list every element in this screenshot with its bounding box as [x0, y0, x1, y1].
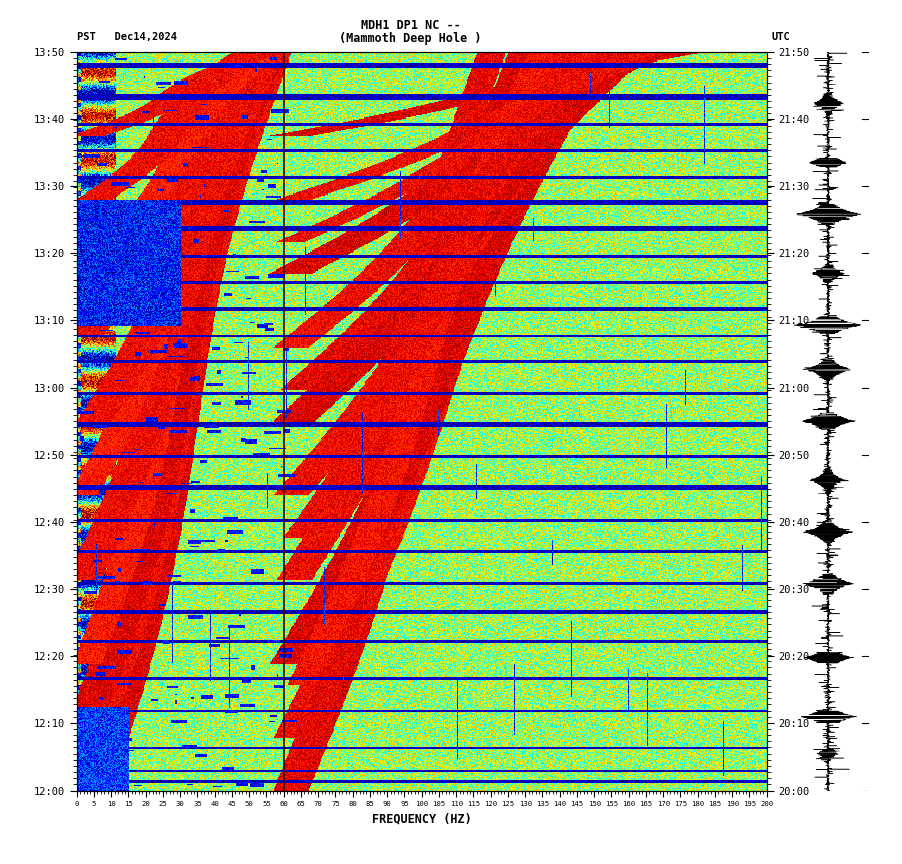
Text: (Mammoth Deep Hole ): (Mammoth Deep Hole )	[339, 32, 482, 45]
Text: UTC: UTC	[771, 32, 790, 42]
Text: MDH1 DP1 NC --: MDH1 DP1 NC --	[361, 19, 460, 32]
Text: PST   Dec14,2024: PST Dec14,2024	[77, 32, 177, 42]
X-axis label: FREQUENCY (HZ): FREQUENCY (HZ)	[372, 812, 472, 825]
